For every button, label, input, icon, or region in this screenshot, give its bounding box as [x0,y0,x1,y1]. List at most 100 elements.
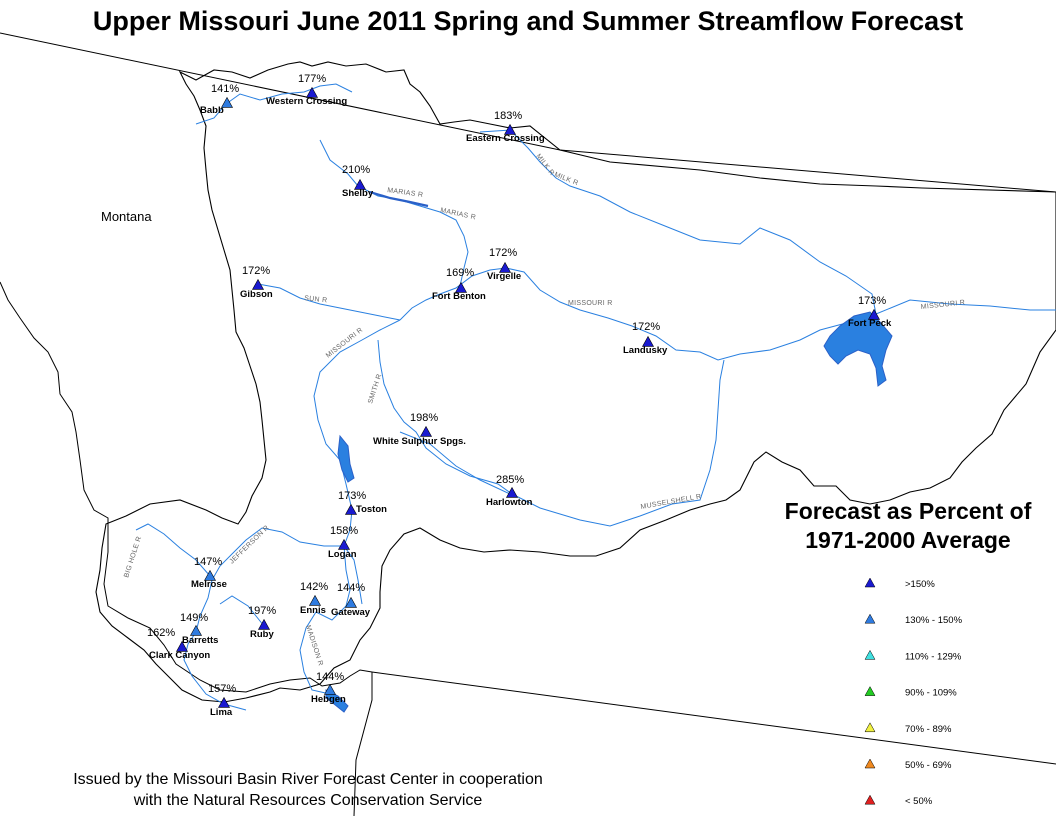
site-percent: 149% [180,612,208,624]
triangle-marker-icon [503,123,517,135]
site-name: Melrose [191,579,227,590]
site-name: Virgelle [487,271,521,282]
triangle-marker-icon [353,178,367,190]
legend-title: Forecast as Percent of 1971-2000 Average [748,497,1056,555]
triangle-marker-icon [454,281,468,293]
legend-label: 90% - 109% [905,688,957,699]
footer-credit: Issued by the Missouri Basin River Forec… [0,769,616,811]
legend-label: 110% - 129% [905,651,962,662]
site-logan: 158% Logan [328,525,358,560]
forecast-sites: 141% Babb 177% Western Crossing 183% Eastern … [147,73,892,718]
musselshell-river [399,431,511,495]
triangle-marker-icon [337,538,351,550]
river-label-sun: SUN R [304,295,328,304]
site-name: Toston [356,504,387,515]
map-title: Upper Missouri June 2011 Spring and Summ… [92,6,964,36]
site-percent: 147% [194,556,222,568]
triangle-marker-icon [419,425,433,437]
site-name: White Sulphur Spgs. [373,436,466,447]
legend-item: >150% [864,577,935,590]
site-landusky: 172% Landusky [623,321,668,356]
site-eastern-crossing: 183% Eastern Crossing [466,110,545,144]
river-label-jefferson: JEFFERSON R [229,524,271,565]
footer-line1: Issued by the Missouri Basin River Forec… [73,771,543,788]
river-label-milk-1: MILK R [534,153,555,177]
site-name: Barretts [182,635,218,646]
triangle-marker-icon [344,596,358,608]
site-fort-benton: 169% Fort Benton [432,267,486,302]
site-name: Harlowton [486,497,533,508]
river-label-smith: SMITH R [367,373,383,405]
big-hole-river [135,523,211,577]
site-name: Logan [328,549,357,560]
site-percent: 144% [316,671,344,683]
site-name: Ruby [250,629,274,640]
site-percent: 141% [211,83,239,95]
site-lima: 157% Lima [208,683,236,718]
site-barretts: 149% Barretts [180,612,218,646]
site-name: Western Crossing [266,96,347,107]
river-label-marias-2: MARIAS R [440,207,477,221]
river-label-missouri-1: MISSOURI R [325,327,364,360]
site-name: Fort Peck [848,318,892,329]
legend-label: < 50% [905,796,933,807]
river-label-missouri-3: MISSOURI R [920,299,965,311]
ruby-river [219,595,265,627]
river-label-madison: MADISON R [304,624,324,666]
site-percent: 177% [298,73,326,85]
site-fort-peck: 173% Fort Peck [848,295,892,329]
river-label-big-hole: BIG HOLE R [123,535,143,578]
triangle-marker-icon [308,594,322,606]
river-label-musselshell: MUSSELSHELL R [640,493,702,511]
site-percent: 173% [338,490,366,502]
idaho-border [0,281,373,693]
hebgen-lake [325,689,349,713]
site-percent: 158% [330,525,358,537]
site-percent: 183% [494,110,522,122]
triangle-marker-icon [220,96,234,108]
legend-item: 110% - 129% [864,649,962,662]
site-percent: 162% [147,627,175,639]
site-percent: 144% [337,582,365,594]
site-toston: 173% Toston [338,490,387,515]
triangle-marker-icon [257,618,271,630]
smith-river [377,339,725,527]
fort-peck-lake [823,311,893,387]
triangle-marker-icon [175,640,189,652]
legend-title-line2: 1971-2000 Average [805,527,1011,553]
triangle-marker-icon [641,335,655,347]
missouri-upper [399,267,1056,361]
river-labels: MILK R MILK R MARIAS R MARIAS R SUN R MI… [123,153,965,667]
legend-label: 50% - 69% [905,760,952,771]
legend-triangle-icon [864,758,876,769]
site-clark-canyon: 162% Clark Canyon [147,627,210,661]
site-name: Landusky [623,345,668,356]
site-name: Babb [200,105,224,116]
site-melrose: 147% Melrose [191,556,227,590]
state-label: Montana [101,209,152,224]
lakes [325,311,893,713]
legend-label: >150% [905,579,935,590]
triangle-marker-icon [217,696,231,708]
site-name: Gateway [331,607,371,618]
site-percent: 285% [496,474,524,486]
triangle-marker-icon [251,278,265,290]
state-boundaries [0,32,1056,816]
site-name: Eastern Crossing [466,133,545,144]
legend-title-line1: Forecast as Percent of [784,498,1032,524]
legend-symbols: >150% 130% - 150% 110% - 129% 90% - 109% 70%… [864,577,963,807]
triangle-marker-icon [505,486,519,498]
montana-wyoming-west [353,672,373,816]
legend-item: < 50% [864,794,933,807]
triangle-marker-icon [203,569,217,581]
site-name: Clark Canyon [149,650,210,661]
river-label-milk-2: MILK R [553,171,579,187]
site-percent: 142% [300,581,328,593]
site-harlowton: 285% Harlowton [486,474,533,508]
site-name: Ennis [300,605,326,616]
site-percent: 169% [446,267,474,279]
legend-item: 130% - 150% [864,613,963,626]
triangle-marker-icon [867,308,881,320]
milk-river [479,129,877,315]
